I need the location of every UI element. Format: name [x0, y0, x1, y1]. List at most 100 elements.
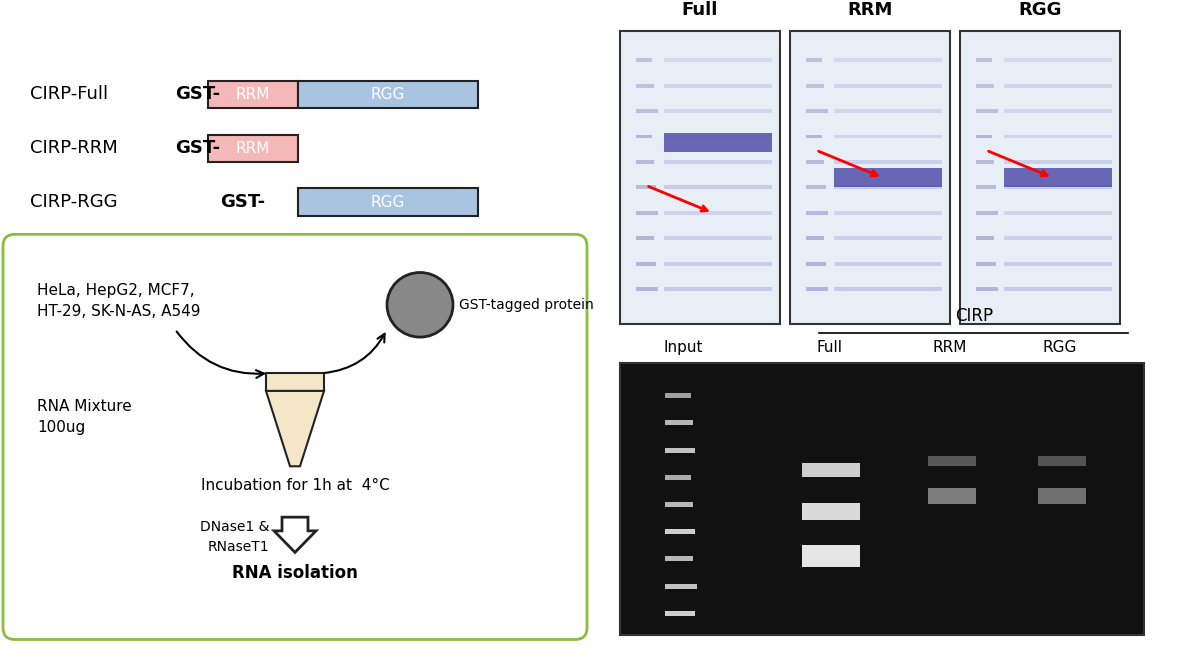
FancyBboxPatch shape: [834, 58, 942, 62]
FancyBboxPatch shape: [636, 211, 657, 214]
FancyBboxPatch shape: [665, 529, 694, 534]
FancyBboxPatch shape: [1004, 261, 1112, 265]
FancyBboxPatch shape: [208, 81, 298, 108]
Text: GST-: GST-: [175, 85, 220, 103]
Text: RRM: RRM: [236, 87, 270, 102]
FancyArrowPatch shape: [324, 334, 385, 373]
FancyBboxPatch shape: [834, 287, 942, 291]
FancyBboxPatch shape: [636, 134, 651, 138]
Text: GST-tagged protein: GST-tagged protein: [459, 298, 594, 312]
FancyBboxPatch shape: [266, 373, 324, 391]
FancyBboxPatch shape: [665, 211, 772, 214]
FancyBboxPatch shape: [665, 134, 772, 138]
FancyBboxPatch shape: [834, 261, 942, 265]
Text: GST-: GST-: [175, 139, 220, 157]
FancyBboxPatch shape: [834, 185, 942, 189]
FancyBboxPatch shape: [975, 185, 996, 189]
FancyBboxPatch shape: [806, 83, 824, 87]
FancyBboxPatch shape: [665, 475, 691, 480]
FancyBboxPatch shape: [665, 287, 772, 291]
FancyBboxPatch shape: [665, 502, 693, 507]
FancyBboxPatch shape: [636, 160, 654, 164]
Text: GST-: GST-: [220, 193, 266, 211]
FancyBboxPatch shape: [665, 261, 772, 265]
FancyBboxPatch shape: [665, 611, 694, 616]
FancyBboxPatch shape: [636, 109, 657, 113]
Text: HeLa, HepG2, MCF7,
HT-29, SK-N-AS, A549: HeLa, HepG2, MCF7, HT-29, SK-N-AS, A549: [37, 283, 200, 319]
Text: RNA isolation: RNA isolation: [232, 564, 358, 582]
FancyBboxPatch shape: [665, 557, 693, 561]
FancyBboxPatch shape: [975, 211, 998, 214]
FancyArrowPatch shape: [176, 332, 264, 378]
FancyBboxPatch shape: [1004, 58, 1112, 62]
FancyBboxPatch shape: [665, 185, 772, 189]
FancyBboxPatch shape: [975, 134, 992, 138]
Text: CIRP: CIRP: [955, 307, 993, 325]
FancyBboxPatch shape: [1004, 167, 1112, 187]
FancyBboxPatch shape: [975, 109, 998, 113]
FancyBboxPatch shape: [1004, 83, 1112, 87]
FancyBboxPatch shape: [834, 160, 942, 164]
FancyBboxPatch shape: [802, 502, 860, 520]
FancyBboxPatch shape: [665, 584, 697, 589]
Text: CIRP-RGG: CIRP-RGG: [30, 193, 118, 211]
FancyBboxPatch shape: [806, 261, 827, 265]
FancyBboxPatch shape: [806, 185, 827, 189]
FancyBboxPatch shape: [665, 420, 693, 425]
FancyBboxPatch shape: [806, 160, 824, 164]
FancyBboxPatch shape: [1004, 109, 1112, 113]
FancyBboxPatch shape: [834, 134, 942, 138]
FancyBboxPatch shape: [636, 83, 654, 87]
FancyBboxPatch shape: [298, 189, 478, 216]
FancyBboxPatch shape: [1004, 160, 1112, 164]
FancyBboxPatch shape: [960, 31, 1120, 324]
Text: RGG: RGG: [1018, 1, 1061, 19]
FancyBboxPatch shape: [665, 83, 772, 87]
FancyBboxPatch shape: [665, 109, 772, 113]
FancyBboxPatch shape: [1004, 211, 1112, 214]
FancyBboxPatch shape: [1004, 236, 1112, 240]
Text: RRM: RRM: [847, 1, 893, 19]
FancyBboxPatch shape: [665, 393, 691, 398]
FancyBboxPatch shape: [806, 134, 822, 138]
FancyBboxPatch shape: [928, 489, 977, 504]
Polygon shape: [274, 517, 316, 552]
FancyBboxPatch shape: [4, 234, 587, 639]
FancyBboxPatch shape: [975, 58, 992, 62]
FancyBboxPatch shape: [665, 448, 694, 453]
Text: Incubation for 1h at  4°C: Incubation for 1h at 4°C: [200, 478, 389, 493]
FancyBboxPatch shape: [636, 236, 654, 240]
FancyBboxPatch shape: [834, 109, 942, 113]
FancyBboxPatch shape: [834, 83, 942, 87]
FancyBboxPatch shape: [802, 545, 860, 567]
Polygon shape: [266, 391, 324, 466]
Text: RGG: RGG: [370, 87, 405, 102]
Text: RNA Mixture
100ug: RNA Mixture 100ug: [37, 399, 132, 436]
FancyBboxPatch shape: [665, 58, 772, 62]
FancyBboxPatch shape: [636, 58, 651, 62]
Text: Input: Input: [663, 340, 703, 355]
FancyBboxPatch shape: [665, 160, 772, 164]
FancyBboxPatch shape: [208, 134, 298, 162]
FancyBboxPatch shape: [834, 236, 942, 240]
Text: RGG: RGG: [1043, 340, 1078, 355]
Text: Full: Full: [817, 340, 842, 355]
FancyBboxPatch shape: [806, 58, 822, 62]
Text: CIRP-Full: CIRP-Full: [30, 85, 108, 103]
FancyBboxPatch shape: [665, 236, 772, 240]
FancyBboxPatch shape: [834, 167, 942, 187]
FancyBboxPatch shape: [1004, 134, 1112, 138]
FancyBboxPatch shape: [1004, 287, 1112, 291]
Circle shape: [387, 273, 453, 337]
FancyBboxPatch shape: [834, 211, 942, 214]
FancyBboxPatch shape: [636, 287, 657, 291]
Text: Full: Full: [681, 1, 718, 19]
FancyBboxPatch shape: [975, 236, 994, 240]
FancyBboxPatch shape: [636, 261, 656, 265]
Text: RRM: RRM: [933, 340, 967, 355]
Text: DNase1 &
RNaseT1: DNase1 & RNaseT1: [200, 520, 269, 553]
FancyBboxPatch shape: [806, 211, 828, 214]
FancyBboxPatch shape: [975, 261, 996, 265]
FancyBboxPatch shape: [1039, 456, 1086, 466]
FancyBboxPatch shape: [636, 185, 656, 189]
